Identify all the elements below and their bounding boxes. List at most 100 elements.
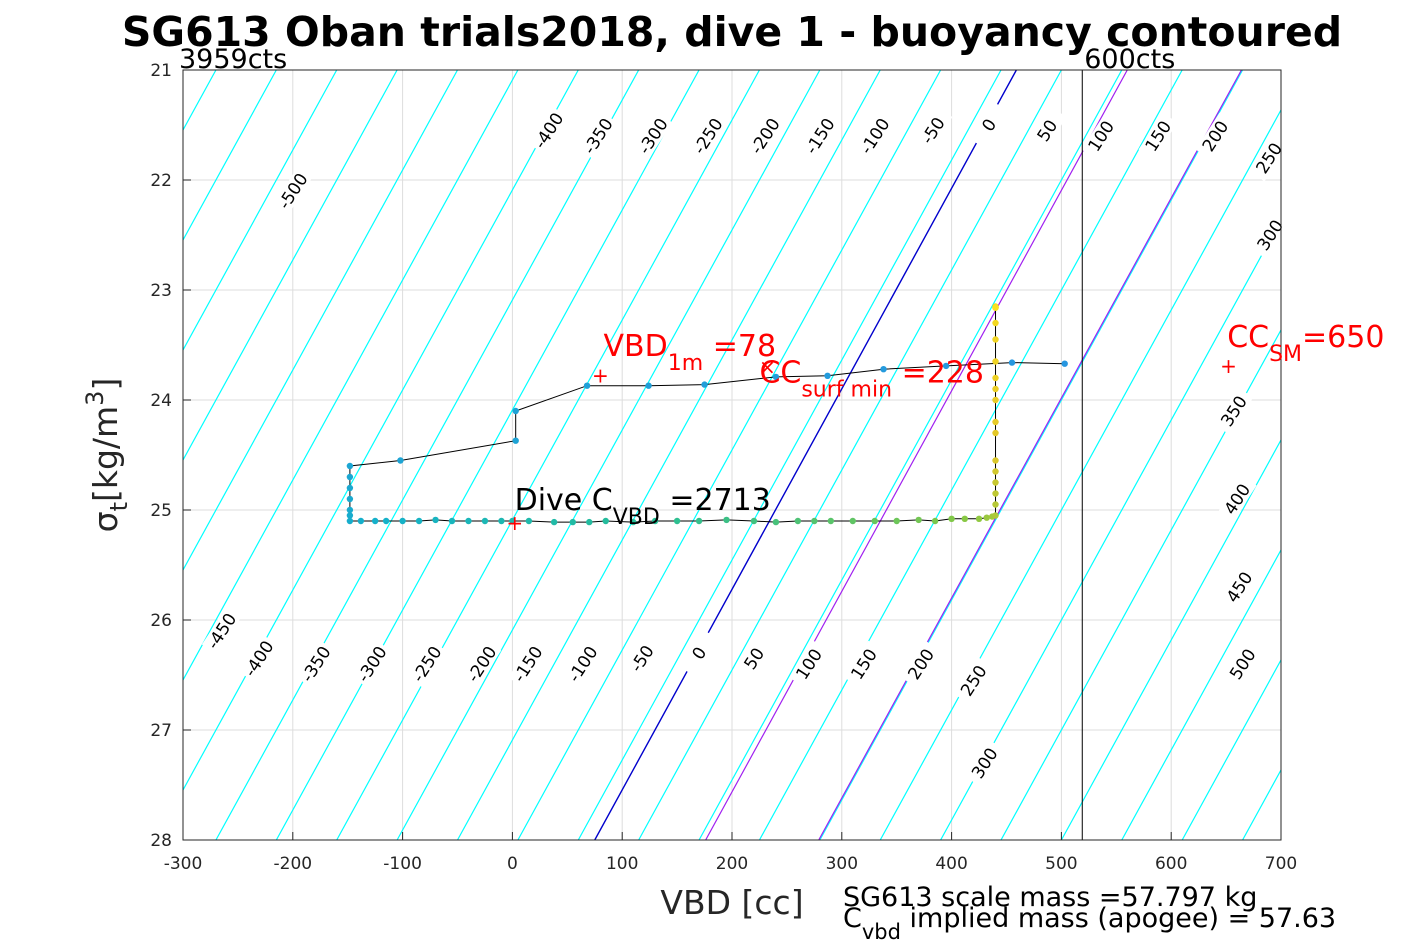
- contour-label-bg: [578, 112, 618, 160]
- track-point: [498, 517, 505, 525]
- contour-label-bg: [296, 640, 336, 688]
- track-point: [880, 366, 887, 373]
- contour-label-bg: [622, 635, 662, 682]
- contour-label-bg: [273, 167, 313, 215]
- contour-label-bg: [462, 640, 502, 688]
- track-point: [651, 517, 659, 525]
- annotation-marker: +: [1220, 354, 1237, 378]
- y-axis-label-unit-close: ]: [86, 378, 125, 391]
- annotation-marker: +: [506, 511, 523, 535]
- footer-implied-mass-tail: implied mass (apogee) = 57.63: [901, 903, 1336, 934]
- y-tick-label: 22: [150, 171, 172, 191]
- annotation-dive: Dive CVBD =2713: [515, 483, 771, 530]
- annotation-base: VBD: [604, 329, 668, 364]
- track-point: [569, 518, 576, 526]
- track-point: [465, 517, 472, 525]
- x-tick-label: 200: [716, 854, 748, 874]
- track-point: [481, 517, 489, 525]
- track-point: [371, 517, 379, 525]
- track-point: [975, 515, 983, 522]
- annotation-marker: +: [592, 364, 609, 388]
- contour-line: [183, 70, 459, 572]
- annotation-ccsurf: CCsurf min =228: [759, 355, 984, 402]
- contour-label-bg: [901, 640, 941, 688]
- track-point: [346, 495, 354, 503]
- track-point: [701, 381, 708, 388]
- contour-line: [1121, 548, 1281, 840]
- track-point: [512, 437, 519, 444]
- track-point: [992, 418, 999, 426]
- track-point: [346, 517, 354, 525]
- contour-label-bg: [734, 635, 774, 682]
- svg-text:σt[kg/m3]: σt[kg/m3]: [81, 378, 133, 533]
- contour-label-bg: [1027, 107, 1067, 154]
- track-point: [695, 517, 703, 525]
- footer-implied-mass: Cvbd implied mass (apogee) = 57.63: [843, 903, 1336, 944]
- contour-line: [819, 70, 1244, 840]
- y-tick-label: 26: [150, 611, 172, 631]
- x-tick-label: 700: [1265, 854, 1297, 874]
- track-point: [992, 358, 999, 365]
- contour-line: [698, 70, 1123, 840]
- y-axis-label-symbol: σ: [86, 511, 125, 532]
- track-point: [915, 516, 922, 524]
- x-tick-label: 300: [826, 854, 858, 874]
- track-point: [346, 512, 354, 519]
- x-tick-label: -100: [383, 854, 422, 874]
- annotation-base: CC: [1227, 320, 1269, 355]
- track-point: [992, 512, 999, 519]
- annotation-base: Dive C: [515, 483, 613, 518]
- annotations: +VBD1m =78×CCsurf min =228 +CCSM=650+Dive…: [506, 320, 1384, 535]
- contour-label-bg: [969, 101, 1009, 149]
- track-point: [992, 336, 999, 343]
- track-point: [992, 479, 999, 486]
- track-point: [525, 517, 533, 525]
- track-point: [583, 382, 591, 389]
- contour-label-bg: [855, 112, 895, 160]
- contour-label-bg: [1138, 112, 1178, 160]
- track-point: [415, 517, 423, 525]
- track-point: [827, 517, 835, 525]
- contour-line: [940, 218, 1281, 840]
- y-tick-label: 21: [150, 61, 172, 81]
- x-tick-label: 400: [935, 854, 967, 874]
- contour-line: [517, 70, 942, 840]
- dive-track: [346, 303, 1068, 526]
- contour-label-bg: [745, 112, 785, 160]
- track-point: [992, 374, 999, 382]
- annotation-subscript: SM: [1269, 342, 1302, 367]
- contour-line: [1181, 658, 1281, 840]
- contour-line: [638, 70, 1062, 840]
- contour-line: [758, 70, 1183, 840]
- track-point: [961, 515, 968, 522]
- contour-line: [1060, 438, 1281, 840]
- y-tick-label: 25: [150, 501, 172, 521]
- track-point: [893, 517, 900, 525]
- track-point: [794, 517, 802, 525]
- track-point: [948, 515, 955, 522]
- track-point: [448, 517, 456, 525]
- contour-line: [879, 108, 1281, 840]
- contour-label-bg: [965, 739, 1005, 787]
- contour-line: [183, 70, 579, 792]
- track-point: [432, 516, 439, 524]
- track-point: [723, 516, 730, 524]
- annotation-value: =228: [892, 355, 984, 390]
- contour-label-bg: [508, 640, 548, 688]
- contour-label-bg: [844, 640, 884, 688]
- contour-line: [183, 70, 519, 682]
- contour-line: [183, 70, 338, 352]
- contour-label-bg: [407, 640, 447, 688]
- track-point: [346, 506, 354, 514]
- track-point: [346, 473, 354, 481]
- contour-line: [336, 70, 760, 840]
- y-axis-label-subscript: t: [105, 502, 133, 511]
- contour-label-bg: [239, 635, 279, 682]
- contour-line: [183, 70, 277, 242]
- track-point: [509, 517, 516, 525]
- x-tick-label: 0: [507, 854, 518, 874]
- track-point: [992, 457, 999, 464]
- track-point: [645, 382, 652, 389]
- contour-label-bg: [913, 107, 953, 154]
